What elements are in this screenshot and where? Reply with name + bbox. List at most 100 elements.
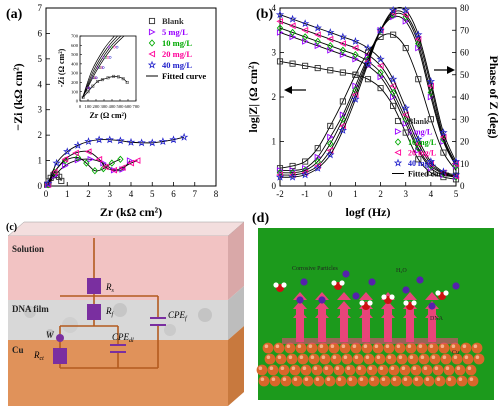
modulus-data-point (401, 103, 410, 112)
fitted-curve-a (47, 136, 185, 184)
inset-y-tick-label: 100 (71, 89, 79, 94)
dna-column (318, 306, 326, 342)
cu-atom (462, 353, 474, 365)
cu-atom-highlight (288, 355, 293, 360)
corrosive-ion (428, 302, 436, 310)
x-tick-label-b: 2 (378, 189, 383, 199)
dna-column (406, 306, 414, 342)
cu-atom (363, 353, 375, 365)
inset-y-tick-label: 300 (71, 71, 79, 76)
x-tick-label-b: 0 (328, 189, 333, 199)
panel-c: (c) Solution DNA film Cu (6, 221, 245, 406)
cu-atom-highlight (370, 377, 375, 382)
solution-layer (8, 236, 228, 300)
cpef-label: CPEf (168, 310, 188, 322)
cu-atom-highlight (304, 377, 309, 382)
phase-data-point (439, 133, 447, 141)
inset-x-tick-label: 0 (79, 104, 82, 109)
phase-data-point (390, 31, 397, 38)
modulus-data-point (376, 54, 385, 63)
y-tick-label-a: 7 (38, 3, 43, 13)
data-point-a (58, 177, 65, 184)
phase-data-point (427, 82, 434, 90)
cu-layer (8, 340, 228, 406)
cu-atom-highlight (431, 355, 436, 360)
legend-label-a: 40 mg/L (162, 60, 192, 70)
data-point-a (52, 158, 61, 167)
modulus-fitted-curve (279, 32, 457, 178)
panel-a: (a) 0 1 2 3 4 5 6 7 8 0 1 2 3 4 5 6 7 Zr (kΩ cm²) −Zi (k… (6, 3, 219, 219)
cu-atom (341, 353, 353, 365)
data-point-a (117, 155, 124, 163)
cu-atom-highlight (475, 355, 480, 360)
inset-x-tick-label: 300 (101, 104, 109, 109)
inset-x-tick-label: 500 (117, 104, 125, 109)
phase-data-point (276, 168, 284, 177)
modulus-data-point (301, 33, 309, 41)
x-tick-label-a: 2 (86, 189, 91, 199)
cu-atom (355, 364, 367, 376)
cu-atom-highlight (260, 377, 265, 382)
dna-film-label: DNA film (12, 304, 49, 314)
phase-data-point (415, 76, 422, 83)
cpedl-capacitor (110, 344, 126, 353)
y-tick-label-b: 3 (272, 48, 277, 58)
y-tick-label-b: 2 (272, 92, 277, 102)
cu-atom-highlight (363, 344, 368, 349)
legend-label-b: 20 mg/L (408, 149, 436, 158)
cu-atom (456, 375, 468, 387)
legend-marker-a (148, 39, 156, 47)
cu-atom (460, 342, 472, 354)
cu-atom (275, 353, 287, 365)
dna-side (228, 286, 244, 340)
water-hydrogen (411, 300, 417, 306)
rf-label: Rf (105, 306, 115, 318)
water-hydrogen (339, 280, 345, 286)
modulus-data-point (276, 18, 284, 25)
y2-tick-label-b: 20 (460, 137, 470, 147)
cu-atom (368, 375, 380, 387)
cu-atom (273, 342, 285, 354)
cu-atom-highlight (374, 344, 379, 349)
x-tick-label-a: 8 (214, 189, 219, 199)
phase-data-point (388, 5, 398, 14)
cu-atom (379, 375, 391, 387)
inset-fitted-curve (82, 35, 115, 99)
x-tick-label-b: -1 (301, 189, 309, 199)
modulus-data-point (300, 19, 310, 28)
inset-blank-point (96, 80, 100, 83)
phase-data-point (451, 157, 461, 166)
legend-label-a: Blank (162, 16, 184, 26)
data-point-a (95, 155, 103, 163)
phase-data-point (275, 172, 285, 181)
y2-axis-title-b: Phase of Z (deg) (487, 56, 500, 139)
cu-atom (399, 364, 411, 376)
cu-atom-highlight (473, 344, 478, 349)
cu-atom-highlight (447, 377, 452, 382)
cu-atom-highlight (429, 344, 434, 349)
cu-atom-highlight (392, 377, 397, 382)
cu-atom-highlight (275, 344, 280, 349)
rs-resistor (87, 278, 101, 294)
solution-side (228, 222, 244, 300)
corrosive-ion (352, 292, 360, 300)
inset-fitted-curve (82, 35, 122, 99)
cu-atom (440, 353, 452, 365)
dna-arrow-head (403, 310, 417, 318)
cu-atom-highlight (315, 377, 320, 382)
cu-atom-highlight (293, 377, 298, 382)
inset-blank-point (121, 77, 125, 81)
modulus-data-point (289, 60, 296, 67)
phase-data-point (301, 166, 309, 175)
modulus-data-point (451, 170, 461, 179)
cu-atom (383, 342, 395, 354)
dna-arrow-head (359, 292, 373, 300)
cu-atom (297, 353, 309, 365)
cu-atom (322, 364, 334, 376)
phase-fitted-curve (279, 15, 457, 172)
phase-data-point (452, 162, 460, 170)
cu-atom (333, 364, 345, 376)
legend-label-b: 40 mg/L (408, 159, 436, 168)
